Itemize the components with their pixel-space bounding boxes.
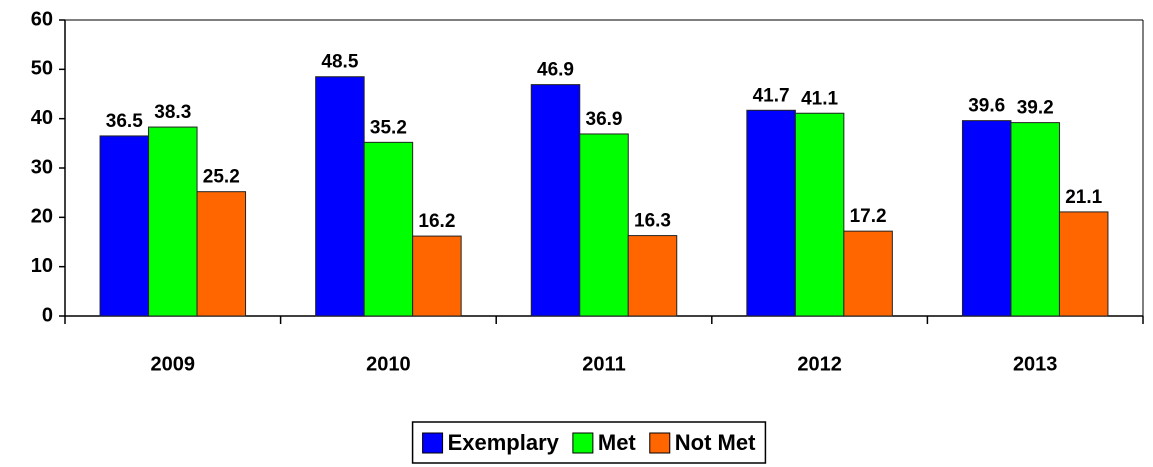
y-tick-label: 20 [31,206,53,228]
y-tick-label: 60 [31,8,53,30]
value-label: 16.3 [634,211,671,232]
x-tick-label: 2011 [582,353,625,375]
bar [412,235,462,317]
bar [196,191,247,317]
bar [99,135,150,317]
value-label: 17.2 [850,206,887,227]
bar [1010,122,1060,317]
legend-label: Met [598,430,637,455]
y-tick-label: 40 [31,107,53,129]
value-label: 16.2 [418,211,455,232]
bar [794,112,845,317]
legend-swatch [422,432,444,454]
y-tick-label: 0 [42,304,53,326]
bar [627,235,678,317]
value-label: 25.2 [203,167,240,188]
y-tick-label: 10 [31,255,53,277]
value-label: 36.9 [586,109,623,130]
bar [579,133,629,317]
bar [530,84,581,317]
bar [843,230,893,317]
y-tick-label: 30 [31,156,53,178]
bar [148,126,198,317]
value-label: 46.9 [537,60,574,81]
value-label: 39.6 [968,96,1005,117]
y-tick-label: 50 [31,58,53,80]
value-label: 36.5 [106,111,143,132]
value-label: 35.2 [370,117,407,138]
bar [315,76,365,317]
bar [746,109,796,317]
value-label: 21.1 [1065,187,1102,208]
bar [1058,211,1109,317]
value-label: 38.3 [154,102,191,123]
x-tick-label: 2012 [797,353,842,375]
x-tick-label: 2009 [151,353,196,375]
legend-label: Exemplary [448,430,560,455]
value-label: 48.5 [321,52,358,73]
value-label: 41.1 [801,88,838,109]
value-label: 41.7 [753,85,790,106]
legend-swatch [572,432,594,454]
bar [363,141,414,317]
bar [961,120,1012,317]
legend-label: Not Met [675,430,756,455]
value-label: 39.2 [1017,98,1054,119]
x-tick-label: 2010 [366,353,411,375]
legend-swatch [649,432,671,454]
x-tick-label: 2013 [1013,353,1058,375]
